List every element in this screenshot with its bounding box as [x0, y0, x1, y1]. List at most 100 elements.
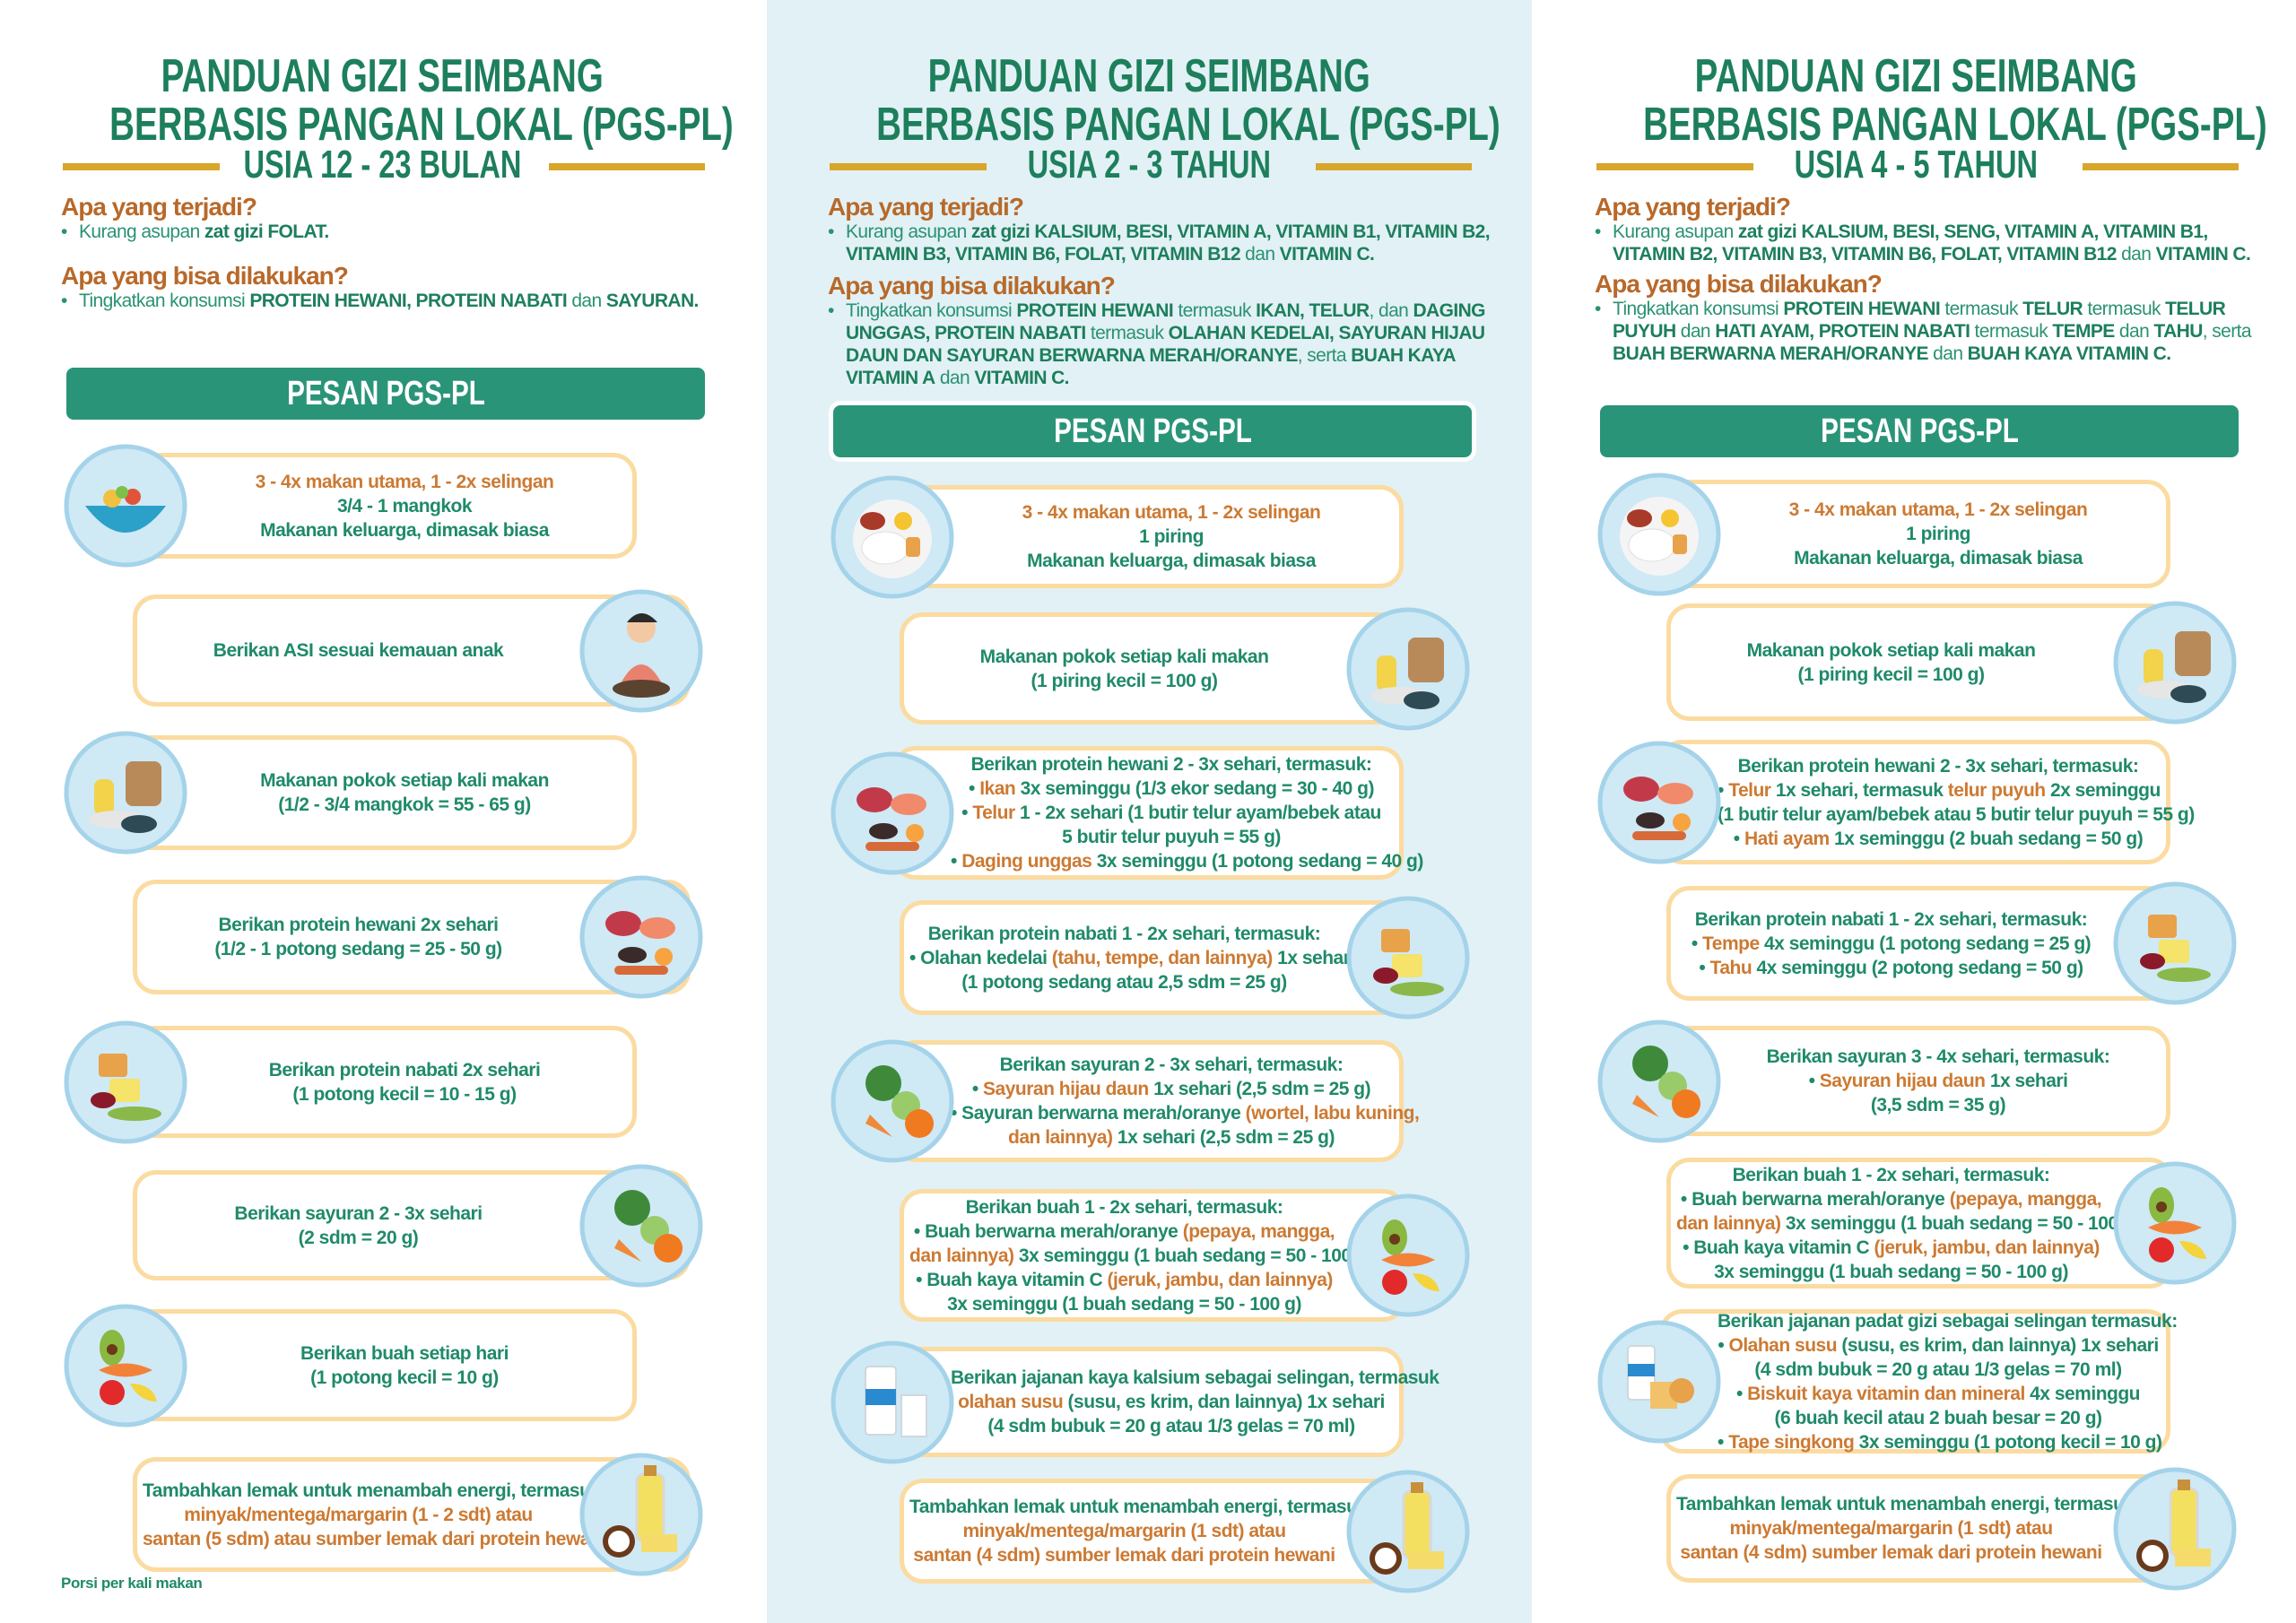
message-card: Tambahkan lemak untuk menambah energi, t…	[1666, 1474, 2173, 1583]
card-line: (4 sdm bubuk = 20 g atau 1/3 gelas = 70 …	[951, 1414, 1392, 1438]
emphasis-text: BUAH BERWARNA MERAH/ORANYE	[1613, 343, 1929, 364]
card-text: Berikan buah 1 - 2x sehari, termasuk:	[1732, 1164, 2050, 1185]
card-text: Berikan protein nabati 1 - 2x sehari, te…	[927, 923, 1321, 944]
card-line: • Tape singkong 3x seminggu (1 potong ke…	[1718, 1430, 2162, 1454]
card-text: 1 piring	[1139, 526, 1204, 547]
staple-food-icon	[2113, 601, 2237, 724]
title-line1-text: PANDUAN GIZI SEIMBANG	[1694, 50, 2138, 102]
card-line: Berikan protein nabati 2x sehari	[184, 1058, 625, 1082]
card-line: • Sayuran hijau daun 1x sehari	[1718, 1069, 2159, 1093]
age-heading: USIA 2 - 3 TAHUN	[767, 143, 1532, 187]
answer-what-to-do: Tingkatkan konsumsi PROTEIN HEWANI terma…	[1595, 298, 2258, 365]
highlight-text: minyak/mentega/margarin (1 - 2 sdt) atau	[184, 1504, 533, 1525]
body-text: Tingkatkan konsumsi	[846, 300, 1017, 321]
card-line: (1 potong kecil = 10 g)	[184, 1366, 625, 1390]
card-text: • Buah berwarna merah/oranye	[1680, 1188, 1950, 1210]
emphasis-text: PROTEIN HEWANI, PROTEIN NABATI	[249, 291, 568, 311]
highlight-text: Tahu	[1709, 957, 1752, 978]
gold-divider	[1596, 163, 1753, 170]
card-text: 3x seminggu (1/3 ekor sedang = 30 - 40 g…	[1015, 778, 1375, 799]
card-line: • Biskuit kaya vitamin dan mineral 4x se…	[1718, 1382, 2159, 1406]
card-text: •	[1691, 933, 1703, 954]
message-card: Berikan protein hewani 2 - 3x sehari, te…	[1659, 740, 2195, 864]
card-line: Makanan keluarga, dimasak biasa	[1718, 546, 2159, 570]
card-line: dan lainnya) 1x sehari (2,5 sdm = 25 g)	[951, 1125, 1392, 1150]
message-card: 3 - 4x makan utama, 1 - 2x selingan 1 pir…	[1659, 480, 2170, 588]
oil-coconut-butter-icon	[2113, 1467, 2237, 1590]
message-card: Berikan protein hewani 2 - 3x sehari, te…	[892, 746, 1423, 880]
card-text: (1/2 - 1 potong sedang = 25 - 50 g)	[214, 939, 502, 959]
info-section: Apa yang terjadi? Kurang asupan zat gizi…	[1595, 194, 2258, 365]
card-text: 1x sehari (2,5 sdm = 25 g)	[1112, 1127, 1335, 1148]
card-line: • Buah kaya vitamin C (jeruk, jambu, dan…	[909, 1268, 1339, 1292]
gold-divider	[830, 163, 987, 170]
body-text: termasuk	[1173, 300, 1257, 321]
emphasis-text: IKAN, TELUR	[1256, 300, 1370, 321]
card-line: dan lainnya) 3x seminggu (1 buah sedang …	[1676, 1211, 2140, 1236]
gold-divider	[549, 163, 705, 170]
title-line1: PANDUAN GIZI SEIMBANG	[0, 52, 765, 100]
column-usia-2-3-tahun: PANDUAN GIZI SEIMBANG BERBASIS PANGAN LO…	[767, 0, 1532, 1623]
card-line: • Daging unggas 3x seminggu (1 potong se…	[951, 849, 1423, 873]
card-text: 1x sehari	[1272, 947, 1355, 968]
age-label: USIA 2 - 3 TAHUN	[767, 143, 1532, 187]
message-card: Berikan protein nabati 1 - 2x sehari, te…	[1666, 886, 2173, 1001]
emphasis-text: VITAMIN C.	[2155, 244, 2251, 265]
answer-what-happens: Kurang asupan zat gizi KALSIUM, BESI, VI…	[828, 221, 1492, 265]
answer-what-happens: Kurang asupan zat gizi KALSIUM, BESI, SE…	[1595, 221, 2258, 265]
message-card: 3 - 4x makan utama, 1 - 2x selingan 3/4 -…	[126, 453, 637, 559]
card-line: 3 - 4x makan utama, 1 - 2x selingan	[184, 470, 625, 494]
card-text: 1x sehari (2,5 sdm = 25 g)	[1148, 1079, 1371, 1099]
body-text: dan	[935, 368, 975, 388]
age-heading: USIA 4 - 5 TAHUN	[1534, 143, 2296, 187]
banner-text: PESAN PGS-PL	[1820, 412, 2019, 450]
card-text: Tambahkan lemak untuk menambah energi, t…	[143, 1480, 601, 1501]
card-text: • Sayuran berwarna merah/oranye	[951, 1103, 1246, 1124]
card-text: Berikan ASI sesuai kemauan anak	[213, 640, 504, 661]
soup-bowl-icon	[64, 444, 187, 568]
message-card: Berikan sayuran 3 - 4x sehari, termasuk:…	[1659, 1026, 2170, 1136]
highlight-text: 3 - 4x makan utama, 1 - 2x selingan	[1788, 499, 2088, 520]
card-text: Berikan sayuran 2 - 3x sehari	[234, 1202, 483, 1224]
card-text: (4 sdm bubuk = 20 g atau 1/3 gelas = 70 …	[987, 1416, 1355, 1436]
body-text: , serta	[1297, 345, 1352, 366]
card-text: 4x seminggu (1 potong sedang = 25 g)	[1759, 933, 2092, 954]
emphasis-text: TAHU	[2153, 321, 2203, 342]
fruits-icon	[1346, 1193, 1470, 1317]
highlight-text: dan lainnya)	[1676, 1212, 1781, 1234]
card-line: • Tempe 4x seminggu (1 potong sedang = 2…	[1676, 932, 2106, 956]
card-line: (1/2 - 3/4 mangkok = 55 - 65 g)	[184, 793, 625, 817]
message-card: Makanan pokok setiap kali makan (1 piring…	[900, 612, 1406, 725]
age-label: USIA 4 - 5 TAHUN	[1534, 143, 2296, 187]
message-card: Berikan jajanan kaya kalsium sebagai sel…	[892, 1347, 1439, 1457]
card-text: Makanan pokok setiap kali makan	[979, 646, 1269, 667]
card-line: 1 piring	[951, 525, 1392, 549]
plant-protein-icon	[64, 1020, 187, 1143]
card-text: Makanan pokok setiap kali makan	[260, 770, 549, 791]
vegetables-icon	[831, 1039, 954, 1163]
question-what-to-do: Apa yang bisa dilakukan?	[61, 262, 349, 290]
highlight-text: Hati ayam	[1744, 828, 1830, 849]
card-line: (4 sdm bubuk = 20 g atau 1/3 gelas = 70 …	[1718, 1358, 2159, 1382]
answer-what-to-do: Tingkatkan konsumsi PROTEIN HEWANI, PROT…	[61, 290, 725, 312]
card-line: santan (4 sdm) sumber lemak dari protein…	[1676, 1541, 2106, 1565]
card-line: (1 piring kecil = 100 g)	[1676, 663, 2106, 687]
vegetables-icon	[1597, 1020, 1721, 1142]
card-text: Berikan protein hewani 2 - 3x sehari, te…	[970, 754, 1372, 775]
fruits-icon	[64, 1304, 187, 1427]
pesan-banner: PESAN PGS-PL	[66, 368, 705, 420]
emphasis-text: zat gizi KALSIUM, BESI, SENG, VITAMIN A,…	[1613, 221, 2208, 265]
footnote: Porsi per kali makan	[61, 1575, 203, 1592]
card-text: • Buah berwarna merah/oranye	[913, 1220, 1183, 1242]
card-line: Berikan buah setiap hari	[184, 1341, 625, 1366]
emphasis-text: BUAH KAYA VITAMIN A	[846, 345, 1456, 388]
age-heading: USIA 12 - 23 BULAN	[0, 143, 765, 187]
card-text: Berikan sayuran 2 - 3x sehari, termasuk:	[999, 1055, 1344, 1075]
card-line: Berikan jajanan kaya kalsium sebagai sel…	[951, 1366, 1439, 1390]
title-line2-text: BERBASIS PANGAN LOKAL (PGS-PL)	[109, 99, 734, 151]
body-text: dan	[1239, 244, 1280, 265]
highlight-text: Olahan susu	[1728, 1334, 1838, 1356]
card-line: 3 - 4x makan utama, 1 - 2x selingan	[951, 500, 1392, 525]
card-text: 1x sehari, termasuk	[1770, 779, 1948, 801]
body-text: dan	[1927, 343, 1968, 364]
